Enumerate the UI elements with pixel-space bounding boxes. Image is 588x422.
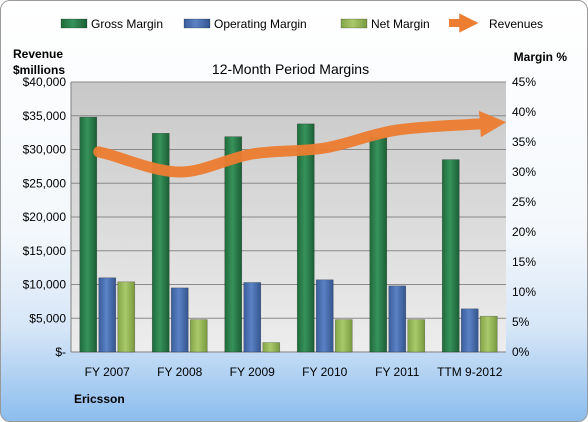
y-right-tick-label: 20%: [512, 225, 536, 239]
y-right-tick-label: 0%: [512, 345, 530, 359]
y-right-tick-label: 15%: [512, 255, 536, 269]
bar-operating-margin: [243, 282, 262, 353]
y-left-tick-label: $40,000: [23, 75, 67, 89]
company-label: Ericsson: [74, 392, 125, 406]
y-left-tick-label: $10,000: [23, 278, 67, 292]
bar-gross-margin: [369, 137, 388, 353]
y-left-axis-label: Revenue: [13, 47, 63, 61]
x-tick-label: FY 2011: [375, 365, 420, 379]
y-right-tick-label: 10%: [512, 285, 536, 299]
y-right-axis-label: Margin %: [514, 50, 568, 64]
revenues-line: [93, 110, 507, 178]
bar-operating-margin: [170, 287, 189, 353]
legend-swatch-net-margin: [340, 18, 368, 29]
bar-gross-margin: [224, 136, 243, 353]
x-tick-label: FY 2008: [157, 365, 202, 379]
bar-gross-margin: [151, 133, 170, 353]
y-left-tick-label: $15,000: [23, 244, 67, 258]
bar-net-margin: [407, 319, 426, 353]
bar-gross-margin: [441, 159, 460, 353]
y-right-tick-label: 35%: [512, 135, 536, 149]
bar-net-margin: [117, 281, 136, 353]
bar-net-margin: [262, 342, 281, 353]
y-left-tick-label: $35,000: [23, 109, 67, 123]
bar-gross-margin: [79, 116, 98, 353]
bar-operating-margin: [460, 308, 479, 353]
x-tick-label: FY 2010: [302, 365, 347, 379]
bar-net-margin: [189, 319, 208, 353]
y-left-tick-label: $25,000: [23, 176, 67, 190]
bar-gross-margin: [296, 123, 315, 353]
x-tick-label: TTM 9-2012: [437, 365, 503, 379]
legend-swatch-gross-margin: [60, 18, 88, 29]
bar-net-margin: [334, 319, 353, 353]
y-left-axis-label: $millions: [13, 63, 65, 77]
x-tick-label: FY 2009: [230, 365, 275, 379]
legend-label: Net Margin: [371, 17, 430, 31]
chart-title: 12-Month Period Margins: [212, 61, 369, 77]
y-right-tick-label: 5%: [512, 315, 530, 329]
y-left-tick-label: $-: [55, 345, 66, 359]
y-left-tick-label: $30,000: [23, 143, 67, 157]
y-left-tick-label: $20,000: [23, 210, 67, 224]
y-right-tick-label: 45%: [512, 75, 536, 89]
y-right-tick-label: 40%: [512, 105, 536, 119]
y-left-tick-label: $5,000: [29, 311, 66, 325]
x-tick-label: FY 2007: [85, 365, 130, 379]
bar-operating-margin: [315, 279, 334, 353]
legend-label: Operating Margin: [214, 17, 307, 31]
legend-label: Gross Margin: [91, 17, 163, 31]
bar-operating-margin: [98, 277, 117, 353]
bar-operating-margin: [388, 285, 407, 353]
legend-label: Revenues: [489, 17, 543, 31]
y-right-tick-label: 25%: [512, 195, 536, 209]
legend-swatch-operating-margin: [183, 18, 211, 29]
y-right-tick-label: 30%: [512, 165, 536, 179]
bar-net-margin: [479, 315, 498, 353]
